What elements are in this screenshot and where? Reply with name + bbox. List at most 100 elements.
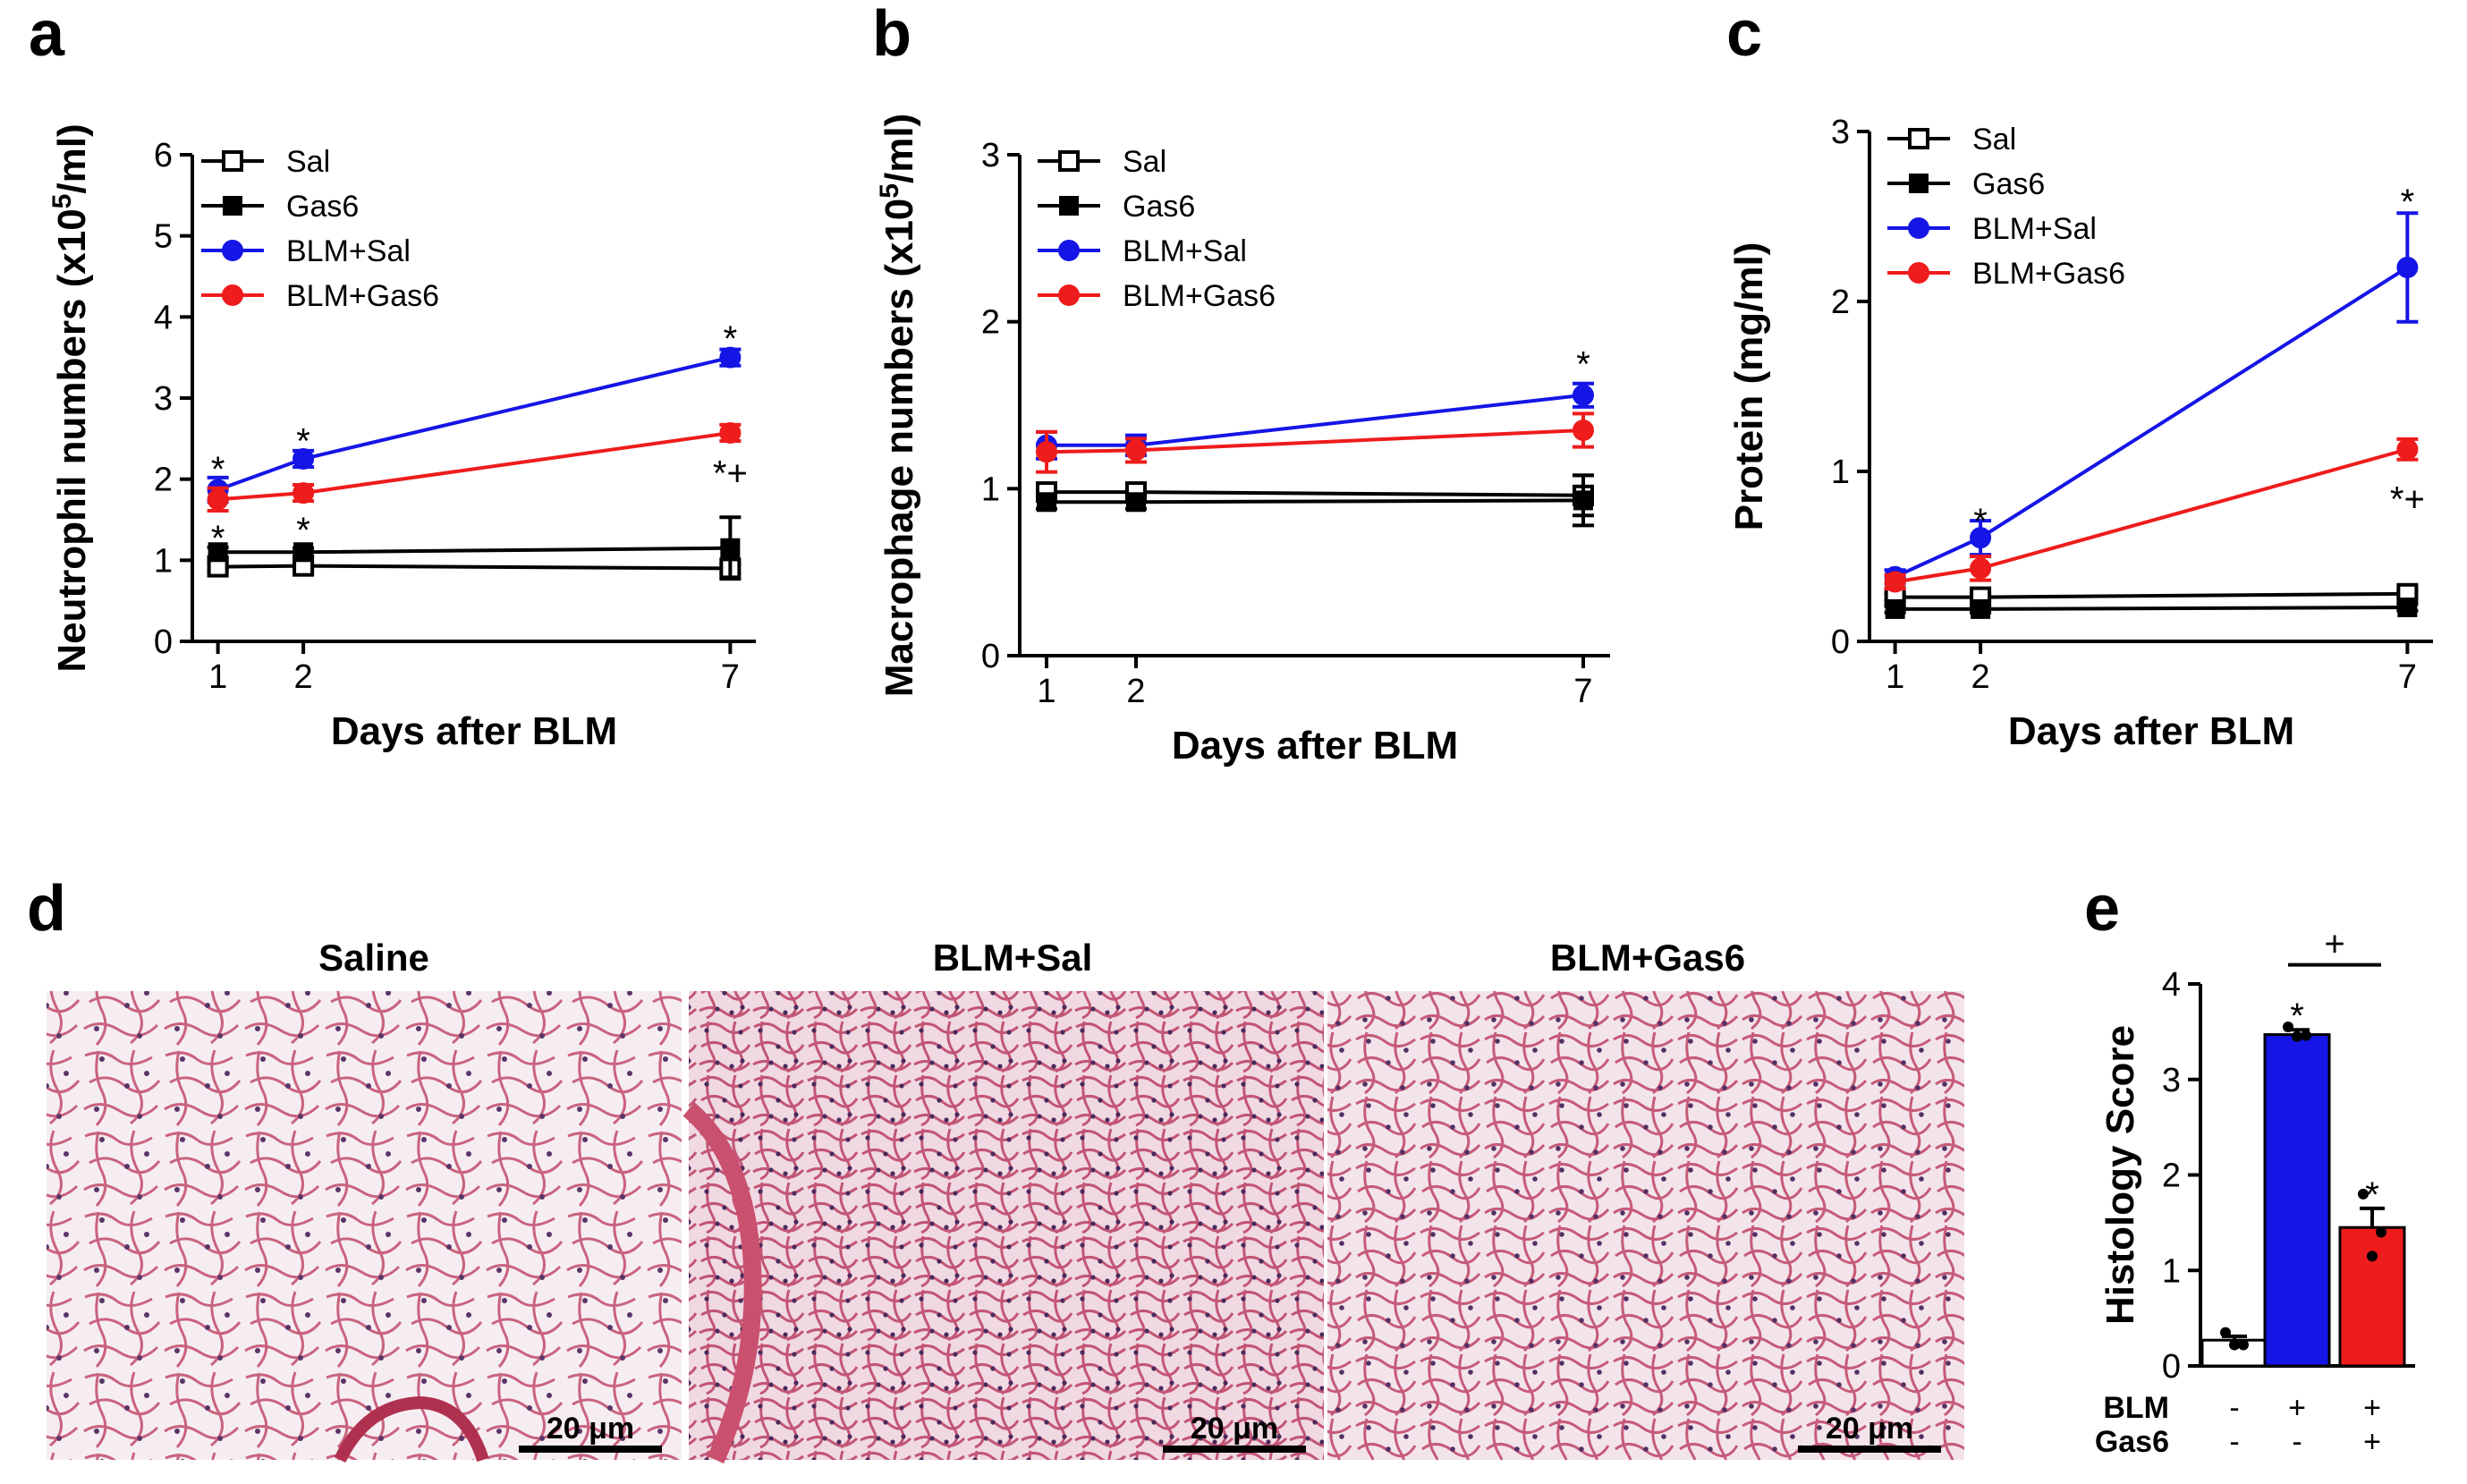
- individual-point: [2238, 1339, 2249, 1351]
- y-tick-label: 3: [154, 380, 173, 418]
- data-point: [293, 542, 314, 563]
- data-point: [1037, 492, 1056, 513]
- data-point: [1884, 571, 1906, 593]
- individual-point: [2220, 1327, 2231, 1338]
- individual-point: [2301, 1030, 2311, 1041]
- condition-sign: +: [2363, 1425, 2381, 1459]
- legend-marker: [1908, 262, 1929, 284]
- significance-mark: *: [211, 519, 225, 558]
- legend-label: Gas6: [1123, 190, 1195, 224]
- bar-blm-sal: [2263, 1033, 2331, 1368]
- condition-sign: -: [2292, 1425, 2302, 1459]
- data-point: [1573, 384, 1594, 406]
- x-axis-label: Days after BLM: [2008, 709, 2294, 753]
- legend-label: Gas6: [286, 190, 359, 224]
- legend-label: BLM+Gas6: [1123, 279, 1276, 313]
- y-tick-label: 1: [981, 471, 1000, 508]
- significance-mark: *: [296, 421, 310, 461]
- data-point: [1970, 557, 1992, 580]
- data-point: [1036, 441, 1057, 463]
- panel-letter-e: e: [2084, 873, 2120, 945]
- panel-letter-d: d: [27, 873, 66, 945]
- significance-mark: *: [1576, 344, 1590, 384]
- significance-mark: *: [2365, 1175, 2379, 1215]
- y-tick-label: 1: [2162, 1252, 2181, 1290]
- condition-sign: -: [2229, 1425, 2239, 1459]
- data-point: [1971, 598, 1991, 619]
- legend-label: Gas6: [1972, 167, 2045, 201]
- x-tick-label: 7: [1573, 673, 1592, 710]
- micrograph-title-blm-gas6: BLM+Gas6: [1550, 937, 1745, 979]
- y-axis-label: Macrophage numbers (x105/ml): [875, 114, 922, 697]
- condition-row-label: Gas6: [2095, 1425, 2169, 1459]
- data-point: [2397, 598, 2418, 617]
- data-point: [719, 421, 742, 444]
- individual-point: [2292, 1030, 2302, 1042]
- micrograph-saline: [47, 991, 682, 1460]
- legend-label: BLM+Gas6: [286, 279, 439, 313]
- data-point: [208, 542, 228, 563]
- significance-mark: *: [2290, 996, 2304, 1036]
- legend-marker: [222, 150, 243, 172]
- panel-letter-b: b: [872, 0, 911, 70]
- y-tick-label: 0: [2162, 1348, 2181, 1386]
- condition-sign: -: [2229, 1391, 2239, 1425]
- individual-point: [2376, 1226, 2386, 1238]
- x-tick-label: 1: [1886, 658, 1904, 696]
- y-tick-label: 0: [981, 638, 1000, 675]
- x-axis-label: Days after BLM: [1172, 724, 1458, 767]
- airway-wall: [334, 1395, 489, 1463]
- y-tick-label: 0: [154, 623, 173, 661]
- micrograph-blm-sal: [689, 991, 1324, 1460]
- significance-mark: *+: [713, 454, 748, 494]
- vessel-wall: [682, 1102, 762, 1464]
- legend-marker: [1908, 217, 1929, 239]
- legend-marker: [1909, 174, 1929, 193]
- legend-marker: [223, 196, 242, 216]
- y-tick-label: 2: [981, 304, 1000, 342]
- legend-label: BLM+Sal: [1123, 234, 1247, 268]
- individual-point: [2283, 1022, 2293, 1033]
- y-tick-label: 0: [1831, 623, 1850, 661]
- panel-letter-a: a: [29, 0, 65, 70]
- y-tick-label: 1: [1831, 454, 1850, 491]
- y-tick-label: 5: [154, 218, 173, 256]
- data-point: [1573, 420, 1594, 441]
- micrograph-blm-gas6: [1327, 991, 1964, 1460]
- data-point: [1970, 527, 1992, 549]
- individual-point: [2358, 1188, 2369, 1200]
- panel-letter-c: c: [1726, 0, 1762, 70]
- significance-mark: *: [724, 319, 738, 359]
- y-axis-label: Histology Score: [2098, 1025, 2142, 1325]
- significance-mark: *: [211, 450, 225, 489]
- legend-marker: [222, 284, 243, 306]
- y-tick-label: 2: [154, 462, 173, 499]
- legend-marker: [1058, 150, 1080, 172]
- bar-blm-gas6: [2338, 1225, 2406, 1368]
- y-tick-label: 4: [2162, 966, 2181, 1004]
- legend-label: BLM+Sal: [286, 234, 411, 268]
- legend-marker: [1059, 196, 1079, 216]
- x-tick-label: 1: [1037, 673, 1055, 710]
- data-point: [1125, 439, 1147, 462]
- y-tick-label: 3: [981, 137, 1000, 174]
- x-axis-label: Days after BLM: [331, 709, 617, 753]
- data-point: [1126, 492, 1146, 513]
- data-point: [292, 448, 315, 470]
- condition-sign: +: [2363, 1391, 2381, 1425]
- scale-label-blm-sal: 20 μm: [1191, 1412, 1278, 1446]
- y-tick-label: 2: [2162, 1158, 2181, 1195]
- significance-mark: +: [2324, 925, 2344, 964]
- legend-marker: [222, 240, 243, 261]
- micrograph-panel: Saline BLM+Sal BLM+Gas6 20 μm 20 μm 20 μ…: [47, 937, 1964, 1464]
- y-tick-label: 1: [154, 542, 173, 580]
- legend-label: Sal: [286, 145, 330, 179]
- data-point: [1885, 598, 1905, 619]
- series-line-blm-sal: [1894, 266, 2409, 579]
- data-point: [719, 346, 742, 369]
- significance-mark: *: [2401, 182, 2415, 222]
